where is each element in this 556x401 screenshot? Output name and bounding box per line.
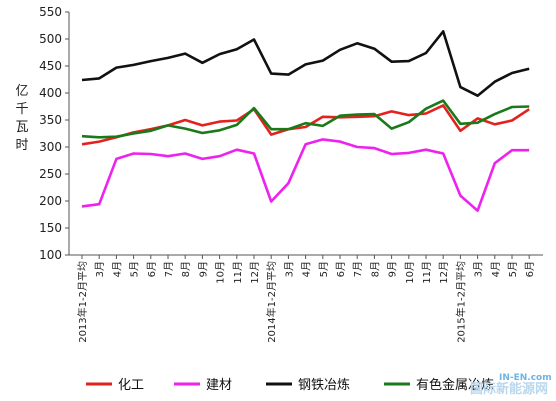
watermark-name: 国际新能源网 [470,381,548,397]
y-tick-label: 100 [39,248,62,262]
x-axis-ticks: 2013年1-2月平均 3月 4月 5月 6月 7月 8月 9月 10月 11月 12月 2014年1… [76,255,536,343]
x-tick-label: 3月 [473,261,485,277]
y-tick-label: 550 [39,5,62,19]
x-tick-label: 12月 [249,261,261,284]
y-axis-ticks: 100 150 200 250 300 350 400 450 500 550 [39,5,69,262]
x-tick-label: 5月 [507,261,519,277]
x-tick-label: 10月 [215,261,227,284]
x-tick-label: 6月 [146,261,158,277]
x-tick-label: 11月 [232,261,244,284]
x-tick-label: 6月 [335,261,347,277]
x-tick-label: 3月 [283,261,295,277]
x-tick-label: 7月 [163,261,175,277]
x-tick-label: 5月 [318,261,330,277]
series-lines [81,30,530,212]
y-axis-label-char: 亿 [15,84,28,99]
x-tick-label: 4月 [111,261,123,277]
legend-label: 钢铁冶炼 [298,378,350,393]
watermark-site: IN-EN.com [499,373,552,383]
y-tick-label: 450 [39,59,62,73]
legend-label: 化工 [118,378,144,393]
x-tick-label: 9月 [387,261,399,277]
series-line-建材 [81,138,530,212]
y-axis-label-char: 瓦 [15,120,28,135]
y-tick-label: 400 [39,86,62,100]
x-tick-label: 2015年1-2月平均 [454,261,467,343]
x-tick-label: 8月 [180,261,192,277]
series-line-钢铁冶炼 [81,30,530,97]
x-tick-label: 10月 [404,261,416,284]
x-tick-label: 4月 [490,261,502,277]
x-tick-label: 5月 [129,261,141,277]
x-tick-label: 6月 [524,261,536,277]
chart-legend: 化工 建材 钢铁冶炼 有色金属冶炼 [86,377,494,393]
x-tick-label: 7月 [352,261,364,277]
y-tick-label: 150 [39,221,62,235]
series-line-有色金属冶炼 [81,99,530,139]
y-axis-label-char: 时 [15,138,28,153]
x-tick-label: 12月 [438,261,450,284]
y-tick-label: 300 [39,140,62,154]
y-tick-label: 350 [39,113,62,127]
x-tick-label: 11月 [421,261,433,284]
legend-label: 有色金属冶炼 [416,377,494,393]
y-axis-label-char: 千 [15,102,28,117]
y-tick-label: 200 [39,194,62,208]
legend-label: 建材 [206,378,232,393]
x-tick-label: 4月 [301,261,313,277]
x-tick-label: 2014年1-2月平均 [265,261,278,343]
x-tick-label: 8月 [369,261,381,277]
x-tick-label: 9月 [197,261,209,277]
y-tick-label: 250 [39,167,62,181]
x-tick-label: 3月 [94,261,106,277]
y-tick-label: 500 [39,32,62,46]
x-tick-label: 2013年1-2月平均 [76,261,89,343]
